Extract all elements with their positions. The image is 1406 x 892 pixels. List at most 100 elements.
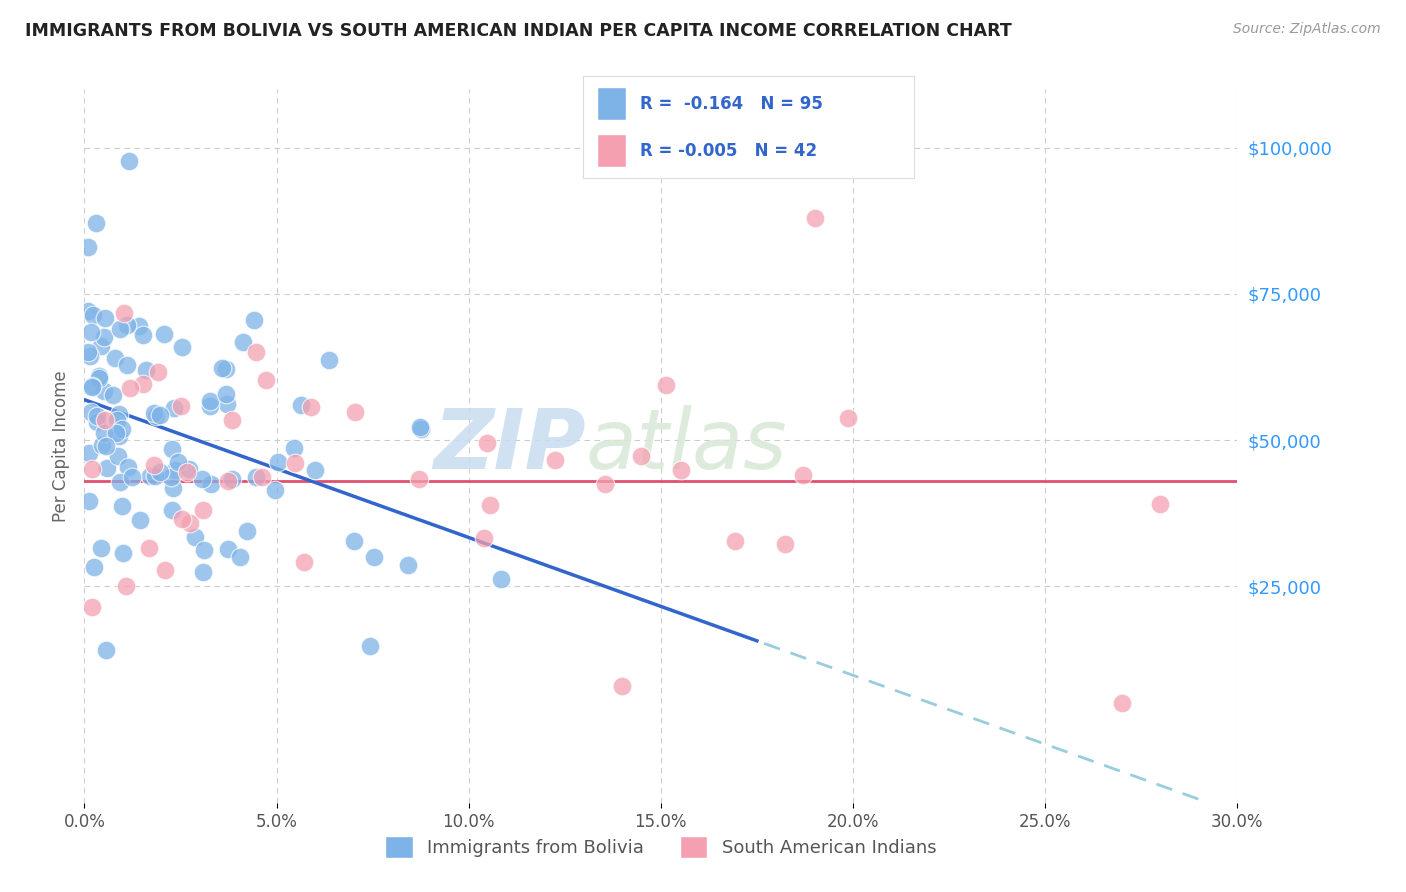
Point bbox=[266, 455, 288, 469]
Point bbox=[191, 566, 214, 580]
Point bbox=[80, 405, 103, 419]
Point bbox=[108, 321, 131, 335]
Point bbox=[143, 458, 166, 472]
Point bbox=[290, 398, 312, 412]
Text: ZIP: ZIP bbox=[433, 406, 586, 486]
Point bbox=[149, 408, 172, 422]
Point bbox=[343, 534, 366, 549]
Point bbox=[221, 413, 243, 427]
Point bbox=[90, 339, 112, 353]
Text: IMMIGRANTS FROM BOLIVIA VS SOUTH AMERICAN INDIAN PER CAPITA INCOME CORRELATION C: IMMIGRANTS FROM BOLIVIA VS SOUTH AMERICA… bbox=[25, 22, 1012, 40]
Point bbox=[472, 531, 495, 545]
Point bbox=[91, 438, 114, 452]
Point bbox=[200, 477, 222, 491]
Point bbox=[77, 240, 100, 254]
Point bbox=[82, 308, 104, 322]
Point bbox=[108, 429, 131, 443]
Point bbox=[117, 459, 139, 474]
Point bbox=[128, 319, 150, 334]
Point bbox=[198, 399, 221, 413]
Point bbox=[217, 541, 239, 556]
Point bbox=[77, 494, 100, 508]
Point bbox=[115, 318, 138, 332]
Point bbox=[146, 365, 169, 379]
Point bbox=[83, 560, 105, 574]
Point bbox=[132, 377, 155, 392]
Point bbox=[90, 541, 112, 555]
Point bbox=[254, 373, 277, 387]
Point bbox=[80, 461, 103, 475]
Point bbox=[118, 153, 141, 168]
Point bbox=[77, 304, 100, 318]
Point bbox=[630, 449, 652, 463]
Point bbox=[669, 462, 692, 476]
Point bbox=[135, 363, 157, 377]
Text: R =  -0.164   N = 95: R = -0.164 N = 95 bbox=[640, 95, 823, 112]
Point bbox=[803, 211, 825, 225]
Point bbox=[215, 396, 238, 410]
Point bbox=[139, 468, 162, 483]
Point bbox=[142, 406, 165, 420]
Point bbox=[191, 472, 214, 486]
Point bbox=[593, 476, 616, 491]
Point bbox=[304, 463, 326, 477]
Point bbox=[773, 537, 796, 551]
Point bbox=[396, 558, 419, 572]
Point bbox=[115, 358, 138, 372]
Point bbox=[184, 529, 207, 543]
Point bbox=[84, 216, 107, 230]
Point bbox=[80, 599, 103, 614]
Point bbox=[170, 340, 193, 354]
Y-axis label: Per Capita Income: Per Capita Income bbox=[52, 370, 70, 522]
Point bbox=[110, 475, 132, 489]
Point bbox=[111, 546, 134, 560]
Point bbox=[138, 541, 160, 556]
Point bbox=[94, 438, 117, 452]
Point bbox=[148, 465, 170, 479]
Point bbox=[165, 463, 187, 477]
Point bbox=[245, 344, 267, 359]
Point bbox=[163, 401, 186, 415]
Point bbox=[94, 642, 117, 657]
Point bbox=[162, 481, 184, 495]
Point bbox=[215, 362, 238, 376]
Point bbox=[1111, 697, 1133, 711]
Point bbox=[191, 503, 214, 517]
Point bbox=[235, 524, 257, 538]
Point bbox=[121, 470, 143, 484]
Point bbox=[120, 381, 142, 395]
Point bbox=[655, 378, 678, 392]
Point bbox=[93, 384, 115, 398]
Point bbox=[77, 446, 100, 460]
Text: R = -0.005   N = 42: R = -0.005 N = 42 bbox=[640, 142, 817, 160]
Point bbox=[229, 549, 252, 564]
Point bbox=[111, 422, 134, 436]
Point bbox=[544, 452, 567, 467]
Point bbox=[232, 335, 254, 350]
Point bbox=[107, 413, 129, 427]
Point bbox=[87, 371, 110, 385]
FancyBboxPatch shape bbox=[596, 135, 627, 167]
Point bbox=[221, 472, 243, 486]
Point bbox=[86, 415, 108, 429]
Point bbox=[87, 368, 110, 383]
Point bbox=[114, 579, 136, 593]
Point bbox=[363, 549, 385, 564]
Point bbox=[177, 461, 200, 475]
Point bbox=[167, 455, 190, 469]
Point bbox=[478, 498, 501, 512]
Point bbox=[94, 311, 117, 326]
Text: Source: ZipAtlas.com: Source: ZipAtlas.com bbox=[1233, 22, 1381, 37]
Point bbox=[77, 345, 100, 359]
Point bbox=[612, 679, 634, 693]
Point bbox=[86, 409, 108, 424]
Point bbox=[93, 425, 115, 440]
Point bbox=[94, 413, 117, 427]
Legend: Immigrants from Bolivia, South American Indians: Immigrants from Bolivia, South American … bbox=[378, 829, 943, 865]
Point bbox=[143, 468, 166, 483]
Point bbox=[104, 351, 127, 366]
Point bbox=[299, 400, 322, 414]
Point bbox=[170, 511, 193, 525]
Point bbox=[217, 474, 239, 488]
Point bbox=[198, 393, 221, 408]
